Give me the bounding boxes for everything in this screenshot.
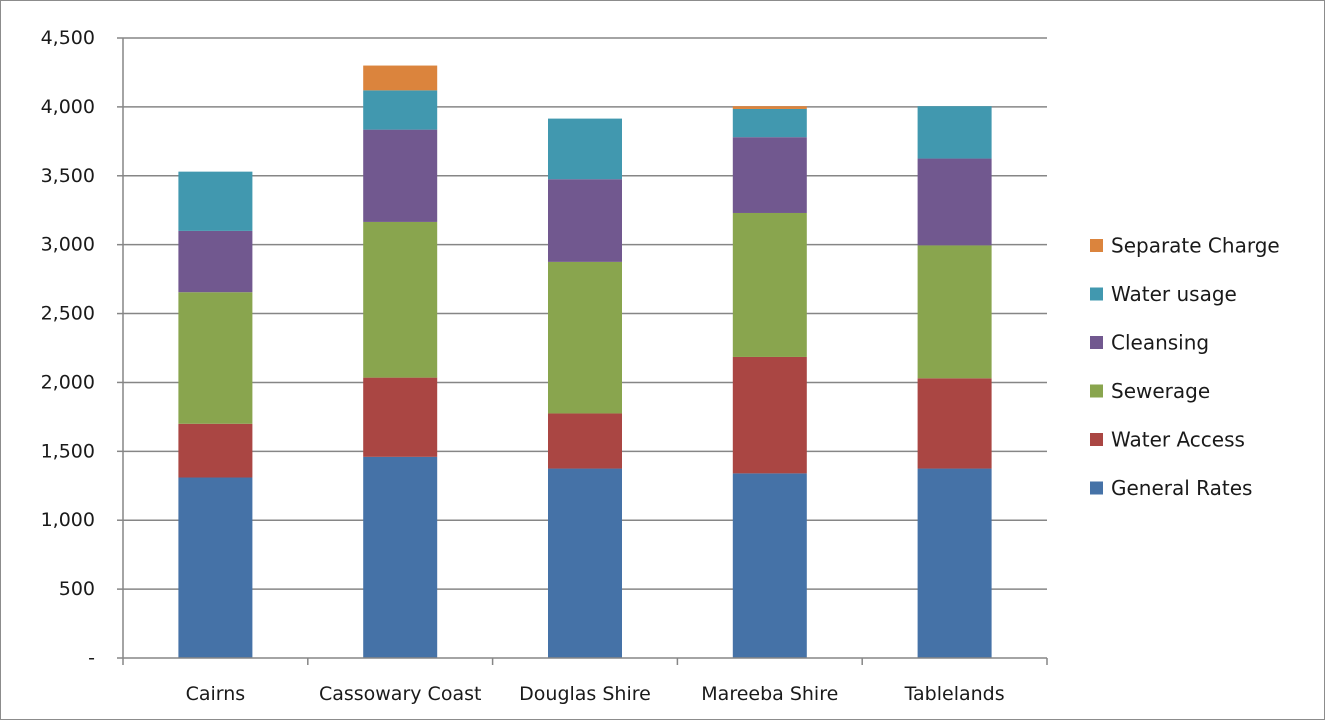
legend-swatch	[1090, 336, 1103, 349]
x-tick-label: Cassowary Coast	[319, 683, 482, 705]
x-tick-label: Mareeba Shire	[701, 683, 838, 705]
y-tick-label: -	[88, 647, 95, 669]
bar-segment	[363, 90, 438, 130]
bar-segment	[363, 65, 438, 91]
bar-segment	[548, 468, 622, 658]
y-tick-label: 1,000	[41, 509, 95, 531]
bar-segment	[178, 292, 253, 424]
legend-label: General Rates	[1111, 476, 1252, 500]
bar-segment	[732, 106, 807, 109]
bar-segment	[178, 423, 253, 478]
x-tick-label: Douglas Shire	[519, 683, 651, 705]
bar-segment	[732, 137, 807, 213]
y-tick-label: 3,000	[41, 234, 95, 256]
legend-swatch	[1090, 384, 1103, 398]
bar-segment	[178, 171, 253, 231]
axes	[117, 37, 1048, 665]
bar-segment	[917, 468, 992, 658]
legend-swatch	[1090, 481, 1103, 495]
bar-segment	[732, 356, 807, 474]
y-tick-label: 2,500	[41, 303, 95, 325]
bar-segment	[363, 377, 438, 457]
y-tick-label: 1,500	[41, 440, 95, 462]
y-tick-labels: - 500 1,000 1,500 2,000 2,500 3,000 3,500 4,000 4…	[41, 27, 95, 669]
bars	[178, 65, 992, 658]
bar-segment	[732, 212, 807, 357]
legend-label: Cleansing	[1111, 331, 1209, 355]
bar-segment	[917, 106, 992, 159]
x-tick-label: Tablelands	[904, 683, 1005, 705]
bar-segment	[917, 158, 992, 246]
bar-segment	[363, 221, 438, 378]
bar-segment	[548, 118, 622, 180]
bar-segment	[178, 477, 253, 658]
bar-segment	[548, 261, 622, 414]
bar-segment	[178, 230, 253, 293]
bar-segment	[732, 108, 807, 138]
y-tick-label: 4,500	[41, 27, 95, 49]
y-tick-label: 500	[59, 578, 95, 600]
bar-segment	[363, 456, 438, 658]
legend-swatch	[1090, 433, 1103, 446]
x-tick-labels: Cairns Cassowary Coast Douglas Shire Mareeb…	[186, 683, 1005, 705]
legend: Separate Charge Water usage Cleansing Sewer…	[1090, 234, 1280, 500]
bar-segment	[548, 413, 622, 469]
bar-segment	[917, 378, 992, 469]
bar-segment	[363, 129, 438, 222]
legend-label: Separate Charge	[1111, 234, 1280, 258]
bar-segment	[732, 473, 807, 658]
legend-swatch	[1090, 287, 1103, 301]
x-tick-label: Cairns	[186, 683, 246, 705]
y-tick-label: 4,000	[41, 96, 95, 118]
bar-segment	[548, 179, 622, 262]
legend-swatch	[1090, 239, 1103, 252]
y-tick-label: 2,000	[41, 371, 95, 393]
legend-label: Water Access	[1111, 428, 1245, 452]
bar-segment	[917, 245, 992, 379]
legend-label: Sewerage	[1111, 379, 1210, 403]
legend-label: Water usage	[1111, 282, 1237, 306]
y-tick-label: 3,500	[41, 165, 95, 187]
